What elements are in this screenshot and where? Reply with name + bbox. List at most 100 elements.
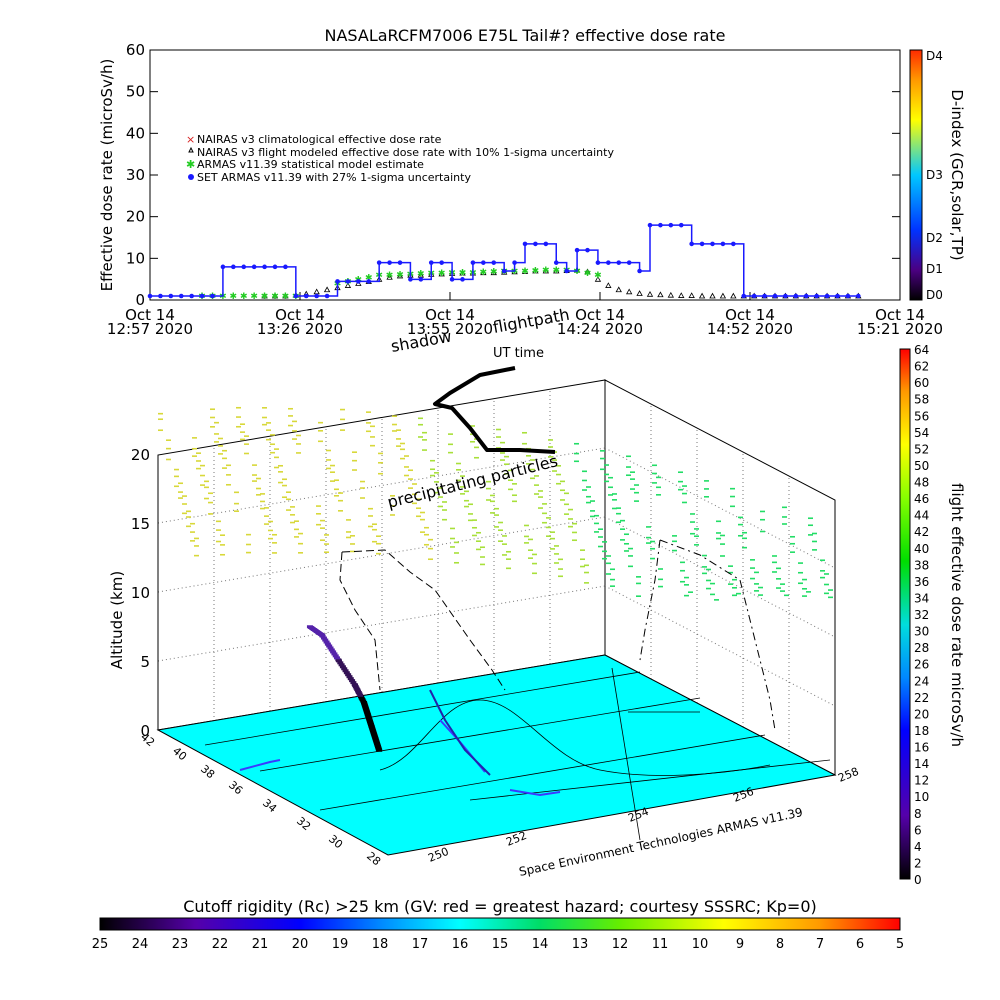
y-tick-label: 60 (126, 41, 145, 59)
series-line (150, 224, 859, 297)
dose-tick-label: 2 (914, 856, 922, 870)
z-tick-5: 5 (140, 653, 150, 671)
y-tick-label: 10 (126, 249, 145, 267)
data-point (147, 293, 153, 299)
flight-point (342, 669, 349, 673)
rc-tick-label: 21 (252, 937, 269, 952)
data-point (803, 293, 809, 299)
flight-point (334, 656, 341, 660)
dose-tick-label: 36 (914, 575, 929, 589)
flight-point (351, 683, 358, 687)
data-point (573, 266, 581, 273)
lat-tick-40: 40 (170, 744, 189, 763)
data-point: ✱ (480, 268, 488, 278)
data-point (856, 293, 861, 299)
legend-marker-nairas-clim: × (186, 133, 195, 146)
legend-marker-nairas-flight (188, 146, 194, 153)
dose-tick-label: 58 (914, 393, 929, 407)
data-point (574, 247, 580, 253)
dose-tick-label: 44 (914, 509, 929, 523)
data-point (542, 267, 550, 274)
data-point: ✱ (490, 267, 498, 277)
x-tick-label-line2: 14:24 2020 (557, 320, 643, 338)
x-tick-label-line1: Oct 14 (575, 306, 625, 324)
data-point (313, 288, 320, 295)
data-point: ✱ (584, 269, 592, 279)
z-axis-label: Altitude (km) (108, 571, 126, 669)
y-axis-ticks: 0 10 20 30 40 50 60 (126, 41, 900, 309)
data-point (512, 260, 517, 265)
dose-tick-label: 54 (914, 426, 929, 440)
y-tick-label: 50 (126, 83, 145, 101)
y-tick-label: 30 (126, 166, 145, 184)
rc-tick-label: 9 (736, 937, 744, 952)
dose-tick-label: 28 (914, 641, 929, 655)
dose-tick-label: 10 (914, 790, 929, 804)
flight-point (347, 677, 354, 681)
series-2: ✱✱✱✱✱✱✱✱✱✱✱✱✱✱✱✱✱✱✱✱✱✱✱✱✱✱✱✱✱✱✱✱✱✱✱✱ (198, 266, 601, 302)
annotation-precipitating-particles: precipitating particles (385, 451, 559, 512)
data-point (824, 293, 830, 299)
flight-point (346, 675, 353, 679)
data-point: ✱ (365, 273, 373, 283)
dose-tick-label: 46 (914, 492, 929, 506)
dose-tick-label: 0 (914, 873, 922, 887)
data-point (585, 247, 590, 253)
d-index-tick-d0: D0 (926, 288, 943, 302)
d-index-gradient (909, 49, 923, 301)
d-index-tick-d3: D3 (926, 168, 943, 182)
data-point (636, 290, 643, 296)
data-point (470, 260, 476, 265)
data-point (646, 291, 654, 297)
y-axis-label: Effective dose rate (microSv/h) (98, 59, 116, 292)
annotation-ut-time: UT time (493, 346, 544, 361)
data-point (668, 222, 674, 228)
data-point (501, 268, 507, 274)
dose-tick-label: 12 (914, 774, 929, 788)
data-point (438, 270, 445, 277)
dose-colorbar-gradient (899, 348, 911, 880)
data-point: ✱ (511, 267, 519, 277)
dose-tick-label: 26 (914, 658, 929, 672)
data-point: ✱ (250, 292, 258, 302)
d-index-label: D-index (GCR,solar,TP) (948, 89, 966, 260)
data-point (314, 293, 319, 299)
flight-point (331, 652, 338, 656)
data-point (543, 241, 549, 247)
flight-point (332, 654, 339, 658)
dose-tick-label: 32 (914, 608, 929, 622)
data-point: ✱ (573, 267, 581, 277)
dose-tick-label: 30 (914, 625, 929, 639)
data-point (283, 264, 288, 270)
data-point (303, 293, 309, 299)
d-index-tick-d1: D1 (926, 262, 943, 276)
legend-label-nairas-clim: NAIRAS v3 climatological effective dose … (197, 133, 442, 146)
x-tick-label-line1: Oct 14 (725, 306, 775, 324)
data-point (772, 293, 778, 299)
data-point (387, 260, 392, 265)
data-point (376, 260, 382, 265)
chart-title: NASALaRCFM7006 E75L Tail#? effective dos… (325, 26, 726, 45)
data-point (689, 241, 694, 247)
data-series: ✱✱✱✱✱✱✱✱✱✱✱✱✱✱✱✱✱✱✱✱✱✱✱✱✱✱✱✱✱✱✱✱✱✱✱✱ (147, 222, 862, 302)
data-point (168, 293, 174, 299)
data-point: ✱ (271, 292, 279, 302)
x-tick-label-line2: 12:57 2020 (107, 320, 193, 338)
data-point: ✱ (396, 270, 404, 280)
particle-field (158, 406, 833, 601)
data-point (282, 292, 289, 299)
dose-tick-label: 48 (914, 476, 929, 490)
dose-tick-label: 4 (914, 840, 922, 854)
dose-tick-label: 6 (914, 823, 922, 837)
data-point: ✱ (459, 269, 467, 279)
x-tick-label-line2: 15:21 2020 (857, 320, 943, 338)
data-point: ✱ (240, 292, 248, 302)
dose-tick-label: 62 (914, 360, 929, 374)
data-point (720, 241, 726, 247)
x-tick-label-line1: Oct 14 (875, 306, 925, 324)
data-point (418, 277, 424, 282)
rc-tick-label: 25 (92, 937, 109, 952)
flight-point (323, 640, 330, 644)
data-point (356, 279, 361, 284)
